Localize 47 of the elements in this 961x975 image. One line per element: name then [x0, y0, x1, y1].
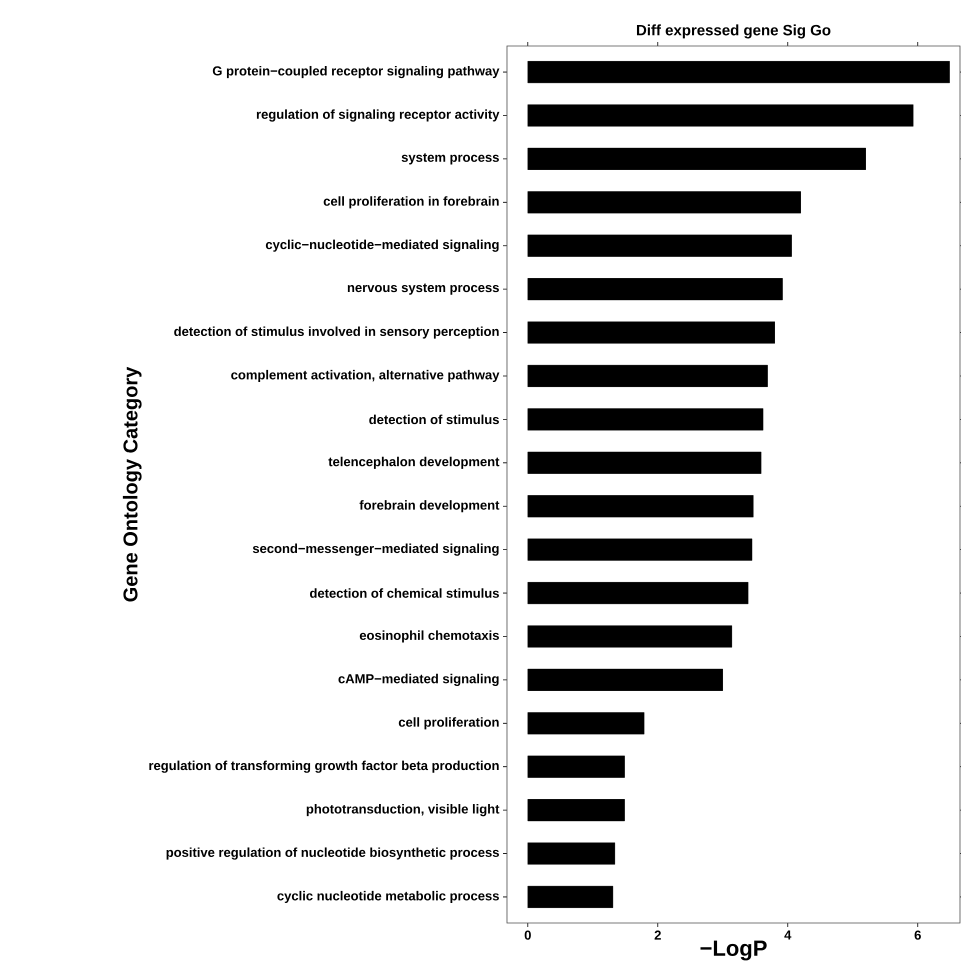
y-tick-label: phototransduction, visible light [306, 804, 500, 816]
y-tick-label: cyclic nucleotide metabolic process [277, 890, 499, 904]
bar [528, 408, 764, 430]
bar [528, 364, 768, 388]
y-tick-label: second−messenger−mediated signaling [252, 544, 499, 556]
y-tick-label: regulation of signaling receptor activity [256, 109, 500, 122]
y-tick-label: system process [402, 153, 499, 164]
bar [528, 886, 614, 908]
y-tick-label: cyclic−nucleotide−mediated signaling [266, 240, 499, 252]
bar [528, 799, 625, 822]
bar [528, 756, 625, 778]
y-tick-label: detection of chemical stimulus [310, 588, 499, 598]
bar [528, 452, 762, 474]
y-tick-label: nervous system process [348, 284, 499, 295]
x-tick-label: 2 [654, 930, 661, 940]
bar [528, 278, 783, 300]
x-tick-label: 4 [784, 930, 792, 940]
bar [528, 234, 792, 257]
x-tick-label: 6 [914, 930, 921, 940]
y-tick-label: eosinophil chemotaxis [360, 630, 499, 643]
y-tick-label: detection of stimulus [369, 414, 499, 424]
x-axis-title: −LogP [700, 940, 767, 960]
bar [528, 148, 866, 170]
bar [528, 495, 754, 518]
y-tick-label: telencephalon development [328, 456, 500, 469]
y-tick-label: forebrain development [360, 500, 500, 512]
bar [528, 668, 723, 691]
bar [528, 712, 644, 734]
bar [528, 538, 752, 561]
bar [528, 104, 914, 127]
bar [528, 842, 616, 865]
y-tick-label: cell proliferation in forebrain [324, 196, 499, 208]
y-tick-label: regulation of transforming growth factor beta production [149, 760, 499, 773]
y-tick-label: complement activation, alternative pathway [231, 370, 500, 382]
bar [528, 191, 801, 214]
y-tick-label: detection of stimulus involved in sensory perception [174, 326, 499, 339]
y-axis-title: Gene Ontology Category [122, 366, 142, 602]
y-tick-label: cell proliferation [398, 717, 499, 730]
x-tick-label: 0 [524, 930, 531, 940]
bar [528, 582, 748, 604]
y-tick-label: positive regulation of nucleotide biosynthetic process [166, 847, 499, 860]
bar [528, 61, 950, 84]
bar [528, 625, 732, 648]
bar [528, 322, 775, 344]
y-tick-label: cAMP−mediated signaling [338, 674, 499, 686]
chart-title: Diff expressed gene Sig Go [636, 24, 830, 38]
y-tick-label: G protein−coupled receptor signaling pathway [212, 66, 500, 78]
